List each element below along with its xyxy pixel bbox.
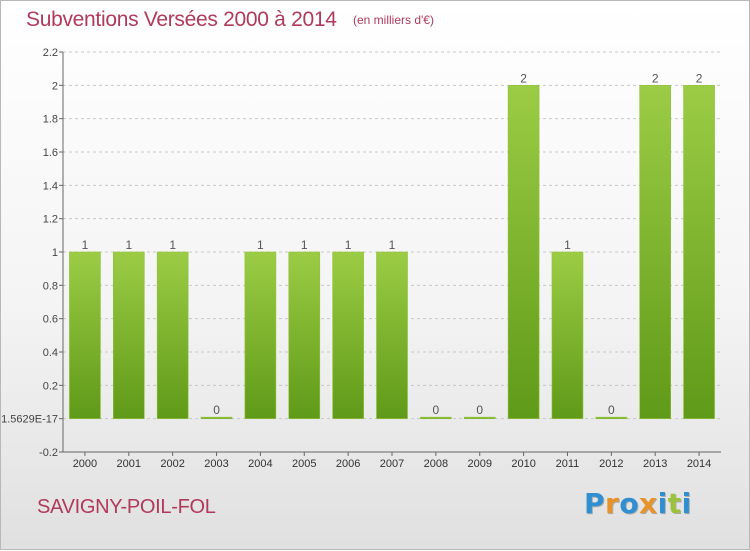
logo-letter: P (584, 487, 606, 520)
data-label: 2 (520, 71, 527, 85)
y-tick-label: 0.4 (43, 347, 58, 359)
data-label: 1 (564, 238, 571, 252)
logo-letter: i (681, 487, 692, 520)
data-label: 0 (476, 403, 483, 417)
x-tick-label: 2013 (643, 458, 667, 470)
bar (244, 251, 277, 419)
bar (69, 251, 101, 419)
logo-letter: r (605, 487, 620, 520)
y-tick-label: 1.8 (43, 114, 58, 126)
data-label: 2 (652, 71, 659, 85)
data-label: 1 (82, 238, 89, 252)
unit-label: (en milliers d'€) (353, 13, 434, 27)
y-tick-label: 2 (52, 80, 58, 92)
x-tick-label: 2006 (336, 458, 360, 470)
bar (551, 251, 584, 419)
y-tick-label: -1.5629E-17 (1, 414, 58, 426)
bar (595, 416, 628, 419)
bar (376, 251, 408, 419)
bar (507, 85, 540, 419)
bar (683, 85, 715, 419)
bar (332, 251, 364, 419)
y-tick-label: 0.6 (43, 314, 58, 326)
data-label: 0 (608, 403, 615, 417)
x-tick-label: 2004 (248, 458, 272, 470)
x-tick-label: 2014 (687, 458, 711, 470)
data-label: 0 (213, 403, 220, 417)
y-tick-label: 2.2 (43, 47, 58, 59)
x-tick-label: 2000 (73, 458, 97, 470)
x-tick-label: 2009 (467, 458, 491, 470)
logo-letter: o (619, 487, 640, 520)
logo-letter: x (639, 487, 658, 520)
data-label: 1 (345, 238, 352, 252)
x-tick-label: 2008 (424, 458, 448, 470)
bar (200, 416, 233, 419)
x-tick-label: 2001 (117, 458, 141, 470)
proxiti-logo: Proxiti (584, 487, 692, 520)
data-label: 2 (696, 71, 703, 85)
y-tick-label: 0.2 (43, 380, 58, 392)
y-tick-label: -0.2 (39, 447, 58, 459)
logo-letter: i (657, 487, 668, 520)
y-tick-label: 1.6 (43, 147, 58, 159)
chart-title: Subventions Versées 2000 à 2014 (26, 8, 337, 31)
bar (420, 416, 452, 419)
data-label: 0 (433, 403, 440, 417)
bar (156, 251, 189, 419)
data-label: 1 (257, 238, 264, 252)
logo-letter: t (667, 487, 682, 520)
x-tick-label: 2007 (380, 458, 404, 470)
data-label: 1 (125, 238, 132, 252)
x-tick-label: 2012 (599, 458, 623, 470)
x-tick-label: 2011 (556, 458, 580, 470)
y-tick-label: 1 (52, 247, 58, 259)
y-tick-label: 0.8 (43, 280, 58, 292)
x-tick-label: 2005 (292, 458, 316, 470)
y-tick-label: 1.2 (43, 214, 58, 226)
bar (639, 85, 672, 419)
x-tick-label: 2010 (511, 458, 535, 470)
y-tick-label: 1.4 (43, 180, 58, 192)
bar (288, 251, 321, 419)
x-tick-label: 2002 (160, 458, 184, 470)
bar (463, 416, 496, 419)
data-label: 1 (301, 238, 308, 252)
bar (113, 251, 145, 419)
x-tick-label: 2003 (204, 458, 228, 470)
data-label: 1 (389, 238, 396, 252)
commune-name: SAVIGNY-POIL-FOL (37, 496, 216, 518)
data-label: 1 (169, 238, 176, 252)
